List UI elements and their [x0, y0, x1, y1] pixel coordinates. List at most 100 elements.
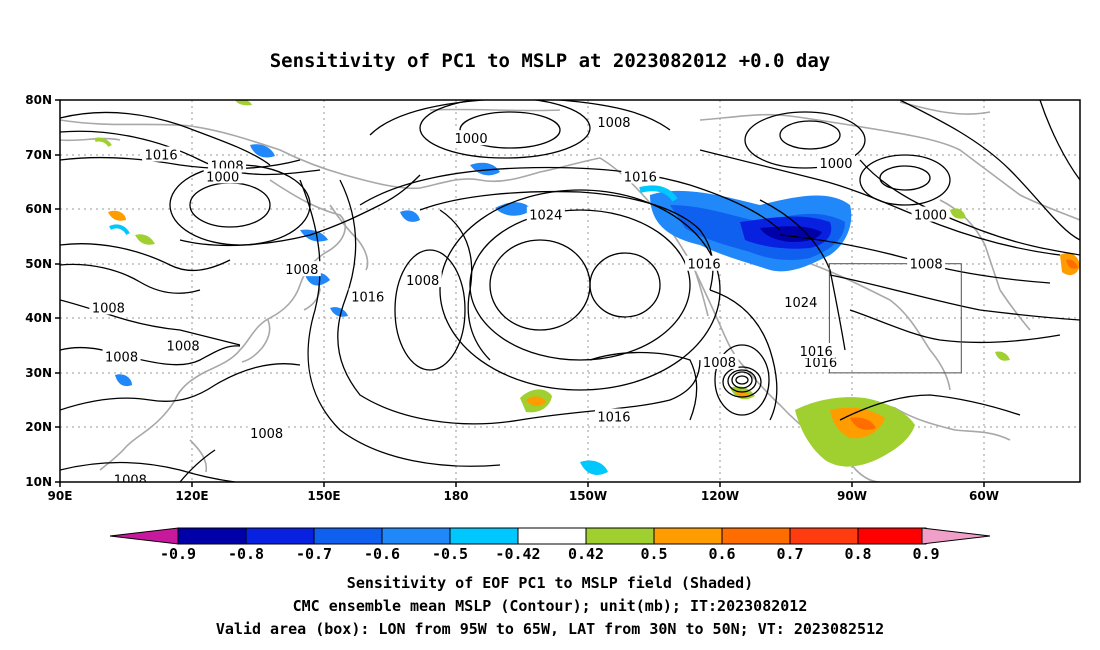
contour-label-bg: [797, 343, 836, 359]
colorbar-cell: [381, 527, 451, 545]
lat-label: 50N: [25, 257, 52, 271]
caption-shading: Sensitivity of EOF PC1 to MSLP field (Sh…: [346, 574, 754, 592]
lon-label: 150E: [307, 489, 340, 503]
colorbar-tick-label: 0.9: [912, 545, 939, 563]
valid-area-rect: [828, 263, 962, 374]
contour-label: 1000: [206, 170, 239, 185]
sensitivity-shading: [94, 100, 1080, 475]
contour-label-bg: [685, 255, 724, 271]
colorbar-tick-label: -0.7: [296, 545, 332, 563]
valid-area-box: [828, 263, 962, 374]
contour-labels: 1016 1008 1000 1000 1008 1016 1024 1000 1000 1008…: [89, 113, 950, 488]
contour-label-bg: [102, 348, 141, 364]
contour-label: 1008: [910, 258, 943, 273]
contour-label: 1016: [688, 258, 721, 273]
contour-label: 1008: [105, 350, 138, 365]
contour-label-bg: [452, 130, 491, 146]
contour-label: 1016: [800, 345, 833, 360]
lon-label: 90W: [837, 489, 867, 503]
lat-label: 80N: [25, 93, 52, 107]
contour-label-bg: [621, 168, 660, 184]
colorbar-cell: [585, 527, 655, 545]
contour-label-bg: [203, 168, 242, 184]
colorbar-tick-label: -0.42: [495, 545, 540, 563]
colorbar-tick-label: 0.6: [708, 545, 735, 563]
lat-label: 30N: [25, 366, 52, 380]
contour-label-bg: [282, 261, 321, 277]
contour-label-bg: [403, 272, 442, 288]
colorbar-cell: [313, 527, 383, 545]
contour-label-bg: [247, 424, 286, 440]
colorbar-tick-label: -0.8: [228, 545, 264, 563]
lon-label: 180: [443, 489, 468, 503]
colorbar-tick-label: -0.5: [432, 545, 468, 563]
contour-label: 1016: [351, 290, 384, 305]
axis-ticks: [55, 99, 985, 487]
lat-label: 20N: [25, 420, 52, 434]
colorbar-cell: [857, 527, 927, 545]
contour-label-bg: [907, 255, 946, 271]
colorbar-cell: [789, 527, 859, 545]
contour-label-bg: [594, 113, 633, 129]
lon-label: 60W: [969, 489, 999, 503]
contour-label: 1008: [285, 263, 318, 278]
colorbar-high-triangle: [921, 527, 991, 545]
colorbar-cell: [449, 527, 519, 545]
lat-label: 10N: [25, 475, 52, 489]
map-title: Sensitivity of PC1 to MSLP at 2023082012…: [269, 50, 831, 72]
plot-frame: [59, 99, 1081, 483]
lon-label: 120E: [175, 489, 208, 503]
contour-label-bg: [526, 206, 565, 222]
contour-label: 1008: [250, 427, 283, 442]
latitude-labels: 80N 70N 60N 50N 40N 30N 20N 10N: [25, 93, 52, 489]
contour-label-bg: [348, 288, 387, 304]
lon-label: 120W: [701, 489, 739, 503]
plot-area: 1016 1008 1000 1000 1008 1016 1024 1000 1000 1008…: [59, 99, 1081, 488]
contour-label: 1016: [804, 356, 837, 371]
contour-label: 1016: [624, 170, 657, 185]
colorbar-tick-label: 0.7: [776, 545, 803, 563]
contour-label-bg: [700, 353, 739, 369]
colorbar-cell: [177, 527, 247, 545]
contour-label-bg: [111, 471, 150, 482]
colorbar-tick-label: 0.8: [844, 545, 871, 563]
lon-label: 150W: [569, 489, 607, 503]
contour-label: 1024: [784, 296, 817, 311]
contour-label: 1008: [114, 473, 147, 488]
colorbar-tick-label: 0.42: [568, 545, 604, 563]
contour-label: 1008: [167, 340, 200, 355]
caption-valid-area: Valid area (box): LON from 95W to 65W, L…: [215, 620, 885, 638]
colorbar-cell: [721, 527, 791, 545]
lon-label: 90E: [48, 489, 73, 503]
contour-label: 1016: [597, 411, 630, 426]
contour-label-bg: [911, 206, 950, 222]
contour-label-bg: [594, 408, 633, 424]
caption-contour: CMC ensemble mean MSLP (Contour); unit(m…: [292, 597, 808, 615]
colorbar-cell: [517, 527, 587, 545]
contour-label: 1000: [914, 209, 947, 224]
contour-label-bg: [816, 154, 855, 170]
contour-label-bg: [142, 146, 181, 162]
gridlines: [60, 100, 1080, 482]
contour-label: 1024: [529, 209, 562, 224]
mslp-contours: [60, 100, 1080, 482]
contour-label: 1008: [597, 116, 630, 131]
colorbar-cell: [245, 527, 315, 545]
contour-label: 1008: [92, 301, 125, 316]
lat-label: 60N: [25, 202, 52, 216]
lat-label: 70N: [25, 148, 52, 162]
contour-label: 1000: [819, 157, 852, 172]
colorbar-cell: [653, 527, 723, 545]
contour-label: 1008: [703, 356, 736, 371]
contour-label: 1000: [455, 132, 488, 147]
colorbar: -0.9 -0.8 -0.7 -0.6 -0.5 -0.42 0.42 0.5 0.6 0.7 0.…: [109, 527, 991, 563]
longitude-labels: 90E 120E 150E 180 150W 120W 90W 60W: [48, 489, 999, 503]
contour-label: 1008: [406, 274, 439, 289]
contour-label: 1016: [145, 149, 178, 164]
lat-label: 40N: [25, 311, 52, 325]
contour-label-bg: [781, 293, 820, 309]
colorbar-tick-label: -0.9: [160, 545, 196, 563]
contour-label-bg: [89, 299, 128, 315]
colorbar-tick-label: 0.5: [640, 545, 667, 563]
